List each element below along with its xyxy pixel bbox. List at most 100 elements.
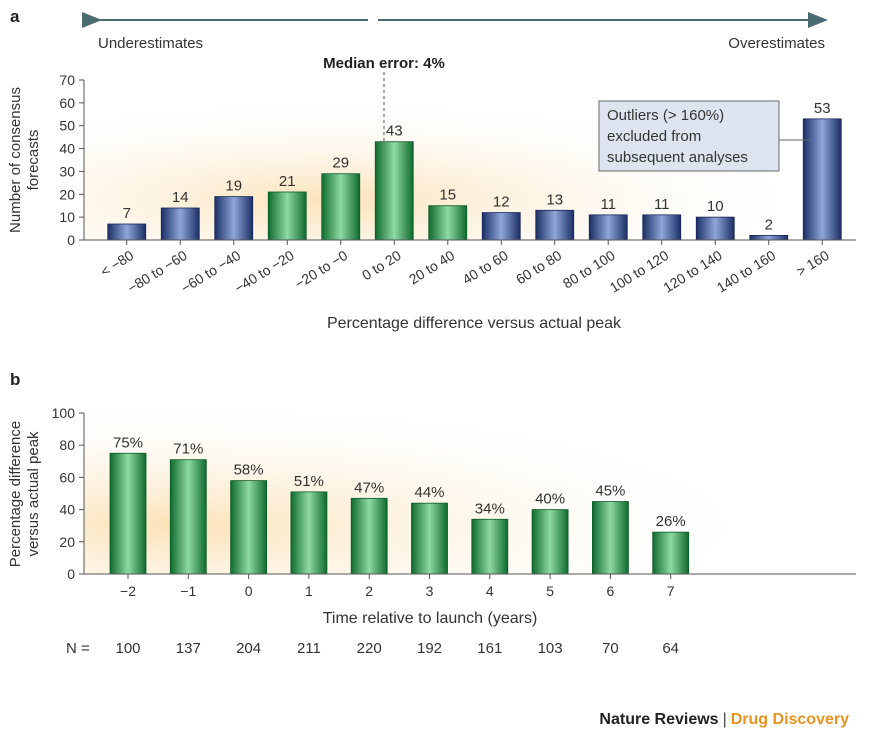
panel-b-n-value: 192 — [417, 640, 442, 657]
panel-a-bar — [642, 214, 682, 241]
panel-a-bar-label: 43 — [386, 123, 403, 140]
panel-b-bar — [109, 452, 147, 575]
panel-b-y-label-line1: Percentage difference — [7, 421, 24, 568]
panel-a-bar — [214, 196, 254, 241]
panel-b-bar — [350, 497, 388, 575]
panel-b-n-value: 100 — [115, 640, 140, 657]
panel-a-label: a — [10, 7, 20, 26]
panel-a-bar — [535, 209, 575, 241]
panel-b-bar-label: 51% — [294, 473, 324, 490]
panel-a-bar — [695, 216, 735, 241]
panel-a-bar — [802, 118, 842, 241]
panel-a-bar — [428, 205, 468, 241]
panel-a-bar-label: 10 — [707, 198, 724, 215]
panel-a-bar — [749, 235, 789, 241]
panel-b-bar-label: 71% — [173, 441, 203, 458]
panel-b-bar-label: 45% — [595, 483, 625, 500]
panel-b-bar-label: 34% — [475, 500, 505, 517]
panel-b-n-value: 211 — [297, 640, 321, 657]
panel-b-x-tick-label: 1 — [305, 583, 313, 599]
panel-b-x-tick-label: 4 — [486, 583, 494, 599]
panel-b-n-value: 70 — [602, 640, 619, 657]
panel-a-bar-label: 7 — [123, 205, 131, 222]
panel-a-chart: a Underestimates Overestimates Median er… — [7, 7, 856, 332]
panel-b-n-value: 204 — [236, 640, 261, 657]
journal-name: Nature Reviews — [599, 711, 719, 728]
panel-b-x-ticks: −2 −1 0 1 2 3 4 5 6 7 — [120, 574, 675, 599]
panel-b-y-tick-label: 60 — [59, 469, 75, 485]
panel-b-x-tick-label: −2 — [120, 583, 136, 599]
panel-b-n-value: 103 — [538, 640, 563, 657]
outlier-note-line1: Outliers (> 160%) — [607, 107, 724, 124]
panel-b-bar-label: 44% — [414, 484, 444, 501]
panel-b-chart: b 75% 71%58%51% 47% 44%34%40% 45%26% 0204060… — [7, 370, 856, 657]
panel-a-x-tick-label: 40 to 60 — [459, 247, 511, 287]
panel-a-x-tick-label: < −80 — [97, 247, 136, 280]
panel-b-x-tick-label: 3 — [426, 583, 434, 599]
panel-a-y-tick-label: 70 — [59, 72, 75, 88]
panel-b-x-tick-label: 6 — [607, 583, 615, 599]
panel-a-bar — [588, 214, 628, 241]
overestimates-label: Overestimates — [728, 35, 825, 52]
panel-a-x-tick-label: 120 to 140 — [660, 247, 725, 296]
panel-a-y-tick-label: 0 — [67, 232, 75, 248]
panel-a-bar — [267, 191, 307, 241]
panel-a-y-label-line1: Number of consensus — [7, 87, 24, 233]
panel-a-bar-label: 11 — [600, 196, 616, 213]
panel-b-bar — [592, 501, 629, 575]
panel-b-y-tick-label: 100 — [52, 405, 76, 421]
panel-b-bar — [230, 480, 268, 575]
panel-b-label: b — [10, 370, 20, 389]
panel-a-x-tick-label: 140 to 160 — [714, 247, 779, 296]
panel-b-bar-label: 26% — [656, 513, 686, 530]
panel-a-x-tick-label: 20 to 40 — [406, 247, 458, 287]
panel-a-bars: 7 14 19 21 29 43 15 12 13 11 11 10 2 53 — [107, 100, 842, 241]
panel-a-x-tick-label: 0 to 20 — [359, 247, 404, 283]
panel-a-bar — [321, 173, 361, 241]
panel-a-x-tick-label: −80 to −60 — [125, 247, 190, 296]
panel-a-bar-label: 2 — [765, 216, 773, 233]
panel-a-y-tick-label: 30 — [59, 163, 75, 179]
outlier-note-line2: excluded from — [607, 128, 701, 145]
outlier-callout-text: Outliers (> 160%) excluded from subseque… — [607, 107, 748, 166]
panel-b-bar — [411, 502, 448, 575]
journal-section: Drug Discovery — [730, 711, 849, 728]
panel-a-y-tick-label: 10 — [59, 209, 75, 225]
panel-b-x-tick-label: 2 — [365, 583, 373, 599]
panel-b-bar — [471, 518, 509, 575]
panel-a-bar-label: 21 — [279, 173, 296, 190]
panel-b-bar — [652, 531, 690, 575]
panel-a-bar-label: 11 — [654, 196, 670, 213]
panel-a-x-tick-label: −40 to −20 — [232, 247, 297, 296]
panel-b-n-value: 64 — [662, 640, 679, 657]
panel-a-bar-label: 12 — [493, 194, 510, 211]
panel-a-bar-label: 29 — [332, 155, 349, 172]
panel-a-x-tick-label: 100 to 120 — [607, 247, 672, 296]
panel-b-n-value: 220 — [357, 640, 382, 657]
panel-b-y-tick-label: 20 — [59, 534, 75, 550]
panel-a-bar — [107, 223, 147, 241]
panel-b-bar — [169, 459, 207, 575]
panel-b-x-tick-label: 5 — [546, 583, 554, 599]
panel-b-bar-label: 40% — [535, 491, 565, 508]
panel-b-y-tick-label: 40 — [59, 502, 75, 518]
panel-a-x-label: Percentage difference versus actual peak — [327, 315, 622, 332]
panel-a-y-tick-label: 60 — [59, 95, 75, 111]
panel-b-background — [84, 413, 856, 574]
panel-b-y-tick-label: 0 — [67, 566, 75, 582]
panel-b-n-values: 100 137 204 211 220 192 161 103 70 64 — [115, 640, 679, 657]
panel-b-y-tick-label: 80 — [59, 437, 75, 453]
panel-a-bar — [160, 207, 200, 241]
panel-b-bar-label: 58% — [234, 462, 264, 479]
journal-credit: Nature Reviews | Drug Discovery — [599, 711, 849, 729]
panel-b-x-tick-label: 7 — [667, 583, 675, 599]
panel-a-y-label-line2: forecasts — [25, 130, 42, 191]
panel-b-bar — [531, 509, 569, 575]
panel-b-x-tick-label: −1 — [180, 583, 196, 599]
panel-a-y-ticks: 0 10 20 30 40 50 60 70 — [59, 72, 84, 248]
panel-a-y-tick-label: 20 — [59, 186, 75, 202]
panel-b-n-value: 137 — [176, 640, 201, 657]
panel-a-bar-label: 53 — [814, 100, 831, 117]
panel-a-x-ticks: < −80−80 to −60−60 to −40−40 to −20−20 t… — [97, 240, 832, 296]
